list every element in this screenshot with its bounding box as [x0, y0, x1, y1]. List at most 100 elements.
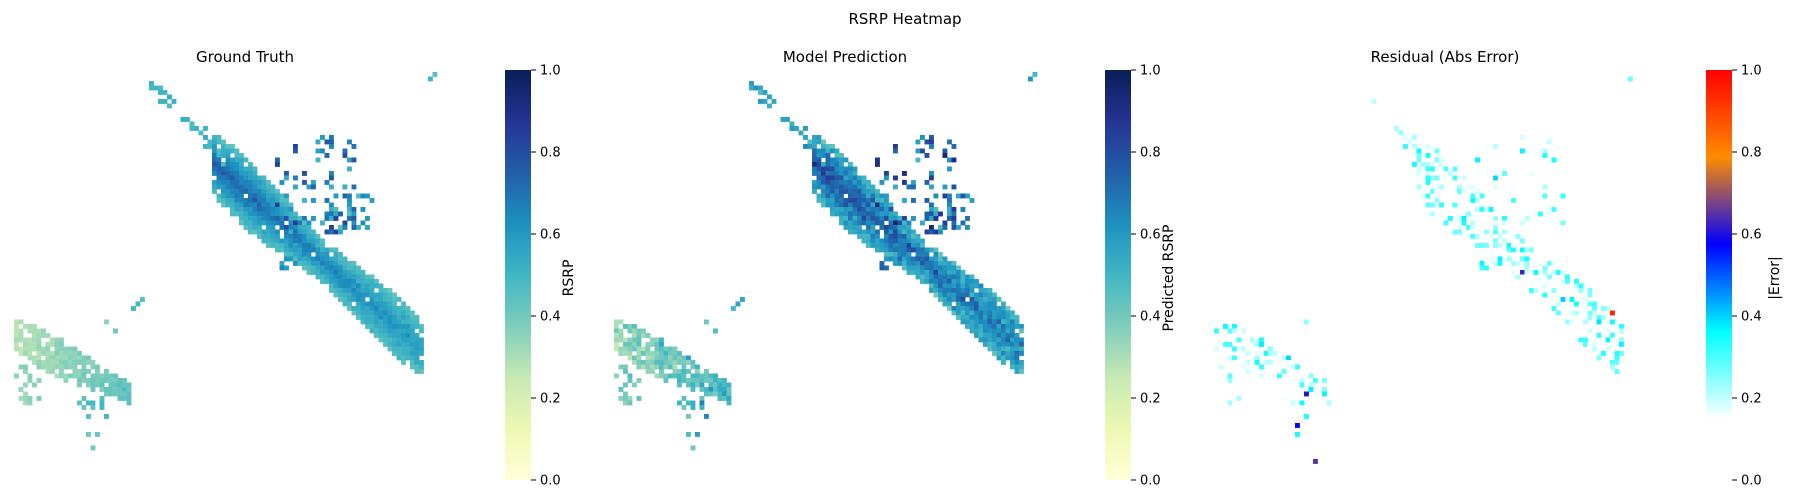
heatmap-cell — [351, 270, 357, 275]
heatmap-cell — [659, 351, 664, 356]
heatmap-cell — [86, 355, 91, 361]
heatmap-cell — [1005, 324, 1011, 329]
heatmap-cell — [333, 279, 339, 284]
heatmap-cell — [915, 252, 921, 257]
heatmap-cell — [938, 279, 943, 284]
colorbar-tick-label: 0.2 — [540, 392, 561, 407]
heatmap-cell — [614, 337, 619, 343]
heatmap-cell — [848, 229, 853, 235]
heatmap-cell — [951, 225, 957, 230]
heatmap-cell — [1416, 171, 1422, 176]
heatmap-cell — [1479, 243, 1485, 248]
heatmap-cell — [284, 175, 289, 181]
heatmap-cell — [1614, 360, 1620, 365]
heatmap-cell — [1001, 342, 1006, 347]
heatmap-cell — [956, 301, 961, 307]
heatmap-cell — [302, 265, 307, 271]
heatmap-cell — [848, 175, 853, 181]
heatmap-cell — [699, 400, 705, 406]
heatmap-cell — [311, 234, 316, 239]
heatmap-cell — [893, 238, 898, 244]
heatmap-cell — [695, 378, 700, 383]
heatmap-cell — [279, 207, 285, 212]
heatmap-cell — [843, 216, 849, 221]
heatmap-cell — [99, 373, 105, 379]
heatmap-cell — [1524, 270, 1530, 275]
heatmap-cell — [243, 202, 249, 208]
heatmap-cell — [623, 324, 628, 329]
heatmap-cell — [419, 342, 424, 347]
heatmap-cell — [717, 396, 723, 401]
heatmap-cell — [239, 220, 244, 226]
heatmap-cell — [870, 234, 876, 239]
heatmap-cell — [396, 306, 402, 311]
heatmap-cell — [713, 391, 718, 397]
heatmap-cell — [243, 184, 249, 190]
heatmap-cell — [969, 283, 975, 289]
heatmap-cell — [1281, 396, 1287, 401]
heatmap-cell — [1005, 306, 1011, 311]
heatmap-cell — [284, 247, 289, 253]
heatmap-cell — [704, 378, 709, 383]
heatmap-cell — [1236, 396, 1242, 401]
heatmap-cell — [722, 387, 727, 392]
heatmap-cell — [1601, 315, 1606, 320]
heatmap-cell — [230, 193, 235, 199]
heatmap-cell — [320, 252, 325, 257]
heatmap-cell — [1254, 360, 1260, 365]
heatmap-cell — [677, 351, 682, 356]
heatmap-cell — [27, 396, 33, 401]
heatmap-cell — [686, 432, 691, 437]
heatmap-cell — [681, 405, 687, 410]
heatmap-cell — [1592, 306, 1597, 311]
heatmap-cell — [686, 360, 691, 365]
heatmap-cell — [1529, 171, 1534, 176]
heatmap-cell — [1416, 153, 1422, 158]
heatmap-cell — [929, 211, 934, 217]
heatmap-cell — [933, 229, 939, 235]
heatmap-cell — [821, 180, 826, 185]
heatmap-cell — [1610, 337, 1615, 343]
heatmap-cell — [929, 202, 934, 208]
heatmap-cell — [329, 207, 334, 212]
heatmap-cell — [969, 301, 975, 307]
heatmap-cell — [329, 225, 334, 230]
heatmap-cell — [383, 328, 388, 334]
heatmap-cell — [324, 211, 330, 217]
heatmap-cell — [1596, 319, 1602, 325]
heatmap-cell — [897, 247, 903, 253]
heatmap-cell — [866, 225, 871, 230]
heatmap-cell — [257, 225, 262, 230]
heatmap-cell — [329, 216, 334, 221]
heatmap-cell — [329, 288, 334, 293]
heatmap-cell — [86, 382, 91, 388]
heatmap-cell — [969, 310, 975, 316]
heatmap-cell — [122, 382, 127, 388]
heatmap-cell — [929, 274, 934, 280]
heatmap-cell — [632, 355, 637, 361]
heatmap-cell — [839, 175, 844, 181]
heatmap-cell — [690, 373, 696, 379]
heatmap-cell — [1619, 351, 1624, 356]
heatmap-cell — [951, 310, 957, 316]
heatmap-cell — [812, 157, 817, 163]
heatmap-cell — [686, 414, 691, 419]
heatmap-cell — [839, 162, 844, 167]
heatmap-cell — [306, 256, 312, 262]
heatmap-cell — [302, 238, 307, 244]
heatmap-cell — [342, 184, 348, 190]
heatmap-cell — [275, 234, 280, 239]
heatmap-cell — [987, 328, 993, 334]
heatmap-cell — [956, 265, 961, 271]
heatmap-cell — [63, 373, 69, 379]
heatmap-cell — [1010, 324, 1015, 329]
heatmap-cell — [857, 202, 862, 208]
heatmap-cell — [1259, 342, 1264, 347]
heatmap-cell — [911, 229, 916, 235]
heatmap-cell — [915, 238, 921, 244]
heatmap-cell — [117, 396, 123, 401]
heatmap-cell — [1322, 378, 1327, 383]
heatmap-cell — [951, 306, 957, 311]
heatmap-cell — [933, 216, 939, 221]
colorbar-tick-label: 1.0 — [1741, 64, 1762, 79]
